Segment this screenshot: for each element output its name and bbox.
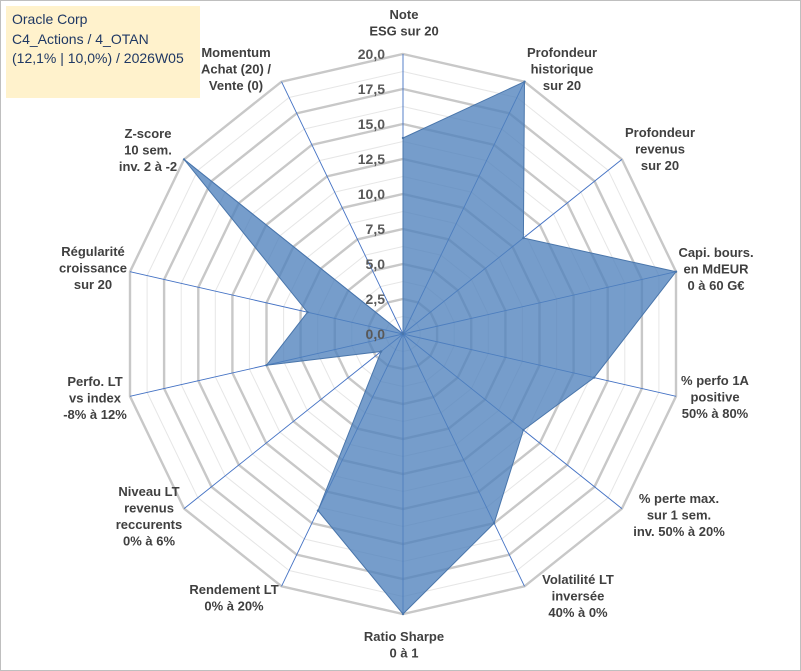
axis-label: Volatilité LT	[542, 572, 614, 587]
axis-label: Ratio Sharpe	[364, 629, 444, 644]
series-point	[316, 509, 320, 512]
tick-label: 7,5	[366, 221, 386, 237]
axis-label: -8% à 12%	[63, 407, 127, 422]
axis-label: Profondeur	[527, 45, 597, 60]
axis-label: Rendement LT	[189, 582, 278, 597]
tick-label: 20,0	[358, 46, 385, 62]
series-point	[401, 612, 405, 616]
radar-series	[182, 80, 678, 616]
axis-label: Capi. bours.	[678, 245, 753, 260]
series-point	[592, 376, 596, 379]
chart-title-category: C4_Actions / 4_OTAN	[12, 30, 149, 47]
chart-title-company: Oracle Corp	[12, 11, 88, 27]
axis-label: Note	[390, 7, 419, 22]
axis-label: sur 20	[543, 78, 581, 93]
series-point	[492, 522, 496, 525]
axis-label: Régularité	[61, 244, 125, 259]
axis-label: 0 à 60 G€	[687, 278, 744, 293]
axis-label: inversée	[552, 589, 605, 604]
tick-label: 0,0	[366, 326, 386, 342]
radar-spoke	[183, 333, 404, 509]
series-point	[379, 350, 383, 353]
series-point	[522, 236, 525, 240]
axis-label: % perte max.	[639, 491, 719, 506]
axis-label: Niveau LT	[118, 484, 179, 499]
axis-label: croissance	[59, 261, 127, 276]
chart-title-box: Oracle Corp C4_Actions / 4_OTAN (12,1% |…	[6, 6, 200, 98]
tick-label: 15,0	[358, 116, 385, 132]
tick-label: 17,5	[358, 81, 385, 97]
axis-label: Achat (20) /	[201, 62, 271, 77]
axis-label: ESG sur 20	[369, 24, 438, 39]
tick-label: 10,0	[358, 186, 385, 202]
axis-label: revenus	[635, 142, 685, 157]
axis-label: revenus	[124, 501, 174, 516]
axis-label: sur 20	[74, 277, 112, 292]
axis-label: 0% à 6%	[123, 534, 175, 549]
axis-label: Z-score	[125, 126, 172, 141]
series-point	[522, 428, 525, 432]
axis-label: 0 à 1	[390, 646, 419, 661]
axis-label: Momentum	[201, 45, 270, 60]
axis-label: 40% à 0%	[548, 605, 608, 620]
axis-label: Profondeur	[625, 125, 695, 140]
radar-spoke	[281, 81, 404, 335]
series-point	[674, 270, 678, 273]
axis-label: historique	[531, 62, 594, 77]
axis-label: Vente (0)	[209, 78, 263, 93]
series-point	[523, 80, 526, 83]
series-point	[306, 311, 309, 314]
axis-label: Perfo. LT	[67, 374, 122, 389]
axis-label: reccurents	[116, 517, 182, 532]
tick-label: 5,0	[366, 256, 386, 272]
axis-label: en MdEUR	[684, 262, 750, 277]
axis-label: 10 sem.	[124, 143, 172, 158]
axis-label: inv. 2 à -2	[119, 159, 177, 174]
axis-label: 0% à 20%	[204, 599, 264, 614]
axis-label: % perfo 1A	[681, 373, 750, 388]
radar-tick-labels: 0,0 2,5 5,0 7,5 10,0 12,5 15,0 17,5 20,0	[358, 46, 385, 342]
series-point	[182, 158, 186, 161]
axis-label: sur 1 sem.	[647, 508, 711, 523]
series-point	[401, 332, 405, 336]
series-point	[401, 136, 405, 140]
axis-label: positive	[690, 390, 739, 405]
chart-title-stats: (12,1% | 10,0%) / 2026W05	[12, 50, 184, 66]
series-point	[265, 364, 268, 367]
tick-label: 2,5	[366, 291, 386, 307]
axis-label: sur 20	[641, 158, 679, 173]
axis-label: inv. 50% à 20%	[633, 524, 725, 539]
axis-label: 50% à 80%	[682, 406, 749, 421]
tick-label: 12,5	[358, 151, 385, 167]
axis-label: vs index	[69, 391, 122, 406]
series-area	[183, 80, 677, 615]
